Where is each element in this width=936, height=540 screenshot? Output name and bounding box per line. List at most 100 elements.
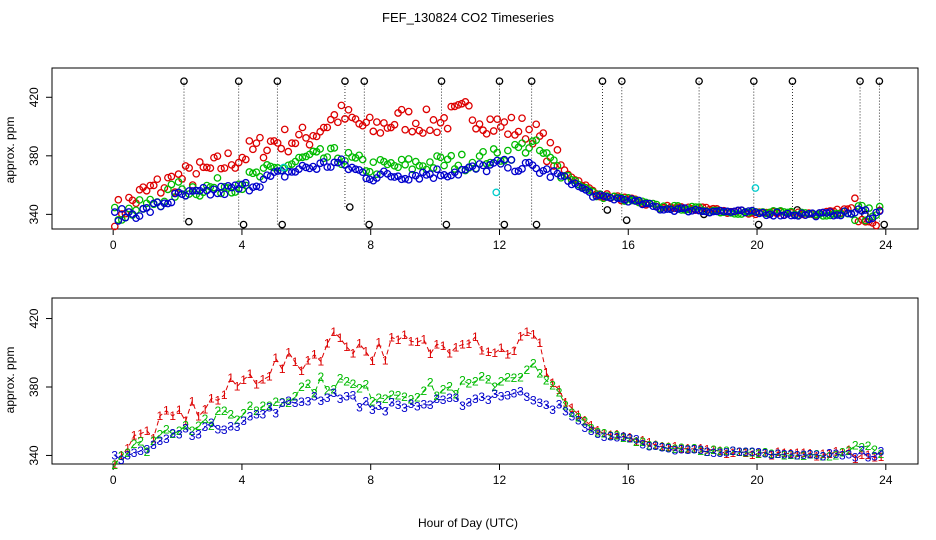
obs-point-blue bbox=[397, 175, 406, 184]
obs-point-blue bbox=[263, 171, 271, 180]
obs-point-red bbox=[514, 127, 523, 136]
series-1-label: 1 bbox=[820, 447, 827, 461]
series-3-label: 3 bbox=[195, 428, 202, 442]
obs-point-red bbox=[553, 146, 562, 154]
series-1-label: 1 bbox=[414, 335, 421, 349]
series-3-label: 3 bbox=[118, 453, 125, 467]
obs-point-cyan bbox=[279, 163, 288, 172]
obs-point-red bbox=[351, 115, 360, 123]
obs-point-green bbox=[801, 209, 810, 217]
obs-point-blue bbox=[472, 165, 480, 173]
obs-point-red bbox=[539, 129, 548, 137]
series-1-label: 1 bbox=[549, 376, 556, 390]
obs-point-blue bbox=[847, 210, 856, 218]
x-axis-label: Hour of Day (UTC) bbox=[418, 516, 518, 530]
series-3-label: 3 bbox=[652, 439, 659, 453]
series-3-label: 3 bbox=[878, 444, 885, 458]
series-3-label: 3 bbox=[240, 414, 247, 428]
obs-point-red bbox=[249, 145, 257, 154]
series-3-label: 3 bbox=[330, 386, 337, 400]
obs-point-red bbox=[475, 120, 484, 128]
obs-point-blue bbox=[801, 211, 810, 220]
top-x-tick-label: 8 bbox=[367, 238, 374, 252]
series-3-label: 3 bbox=[388, 395, 395, 409]
obs-point-red bbox=[319, 123, 328, 132]
obs-point-red bbox=[156, 189, 165, 197]
series-2-label: 2 bbox=[800, 449, 807, 463]
top-x-tick-label: 20 bbox=[750, 238, 764, 252]
obs-point-blue bbox=[192, 186, 201, 195]
series-2-label: 2 bbox=[343, 375, 350, 389]
series-2-label: 2 bbox=[478, 369, 485, 383]
obs-point-red bbox=[287, 139, 296, 147]
series-2-label: 2 bbox=[491, 380, 498, 394]
obs-point-red bbox=[486, 115, 495, 124]
top-x-tick-label: 0 bbox=[110, 238, 117, 252]
series-1-label: 1 bbox=[221, 388, 228, 402]
spike-marker-low bbox=[532, 220, 541, 229]
series-2-label: 2 bbox=[260, 399, 267, 413]
series-3-label: 3 bbox=[247, 409, 254, 423]
obs-point-blue bbox=[164, 199, 172, 208]
series-1-label: 1 bbox=[459, 338, 466, 352]
series-3-label: 3 bbox=[678, 443, 685, 457]
series-1-label: 1 bbox=[813, 450, 820, 464]
obs-point-green bbox=[486, 158, 495, 167]
obs-point-blue bbox=[585, 188, 594, 196]
series-2-label: 2 bbox=[356, 381, 363, 395]
obs-point-green bbox=[344, 148, 353, 157]
obs-point-red bbox=[195, 158, 204, 166]
series-3-label: 3 bbox=[298, 395, 305, 409]
obs-point-blue bbox=[302, 163, 310, 172]
obs-point-blue bbox=[532, 164, 541, 173]
series-3-label: 3 bbox=[839, 448, 846, 462]
series-2-label: 2 bbox=[807, 448, 814, 462]
obs-point-blue bbox=[408, 170, 417, 179]
series-3-label: 3 bbox=[794, 448, 801, 462]
obs-point-blue bbox=[206, 190, 215, 199]
series-1-label: 1 bbox=[575, 408, 582, 422]
obs-point-red bbox=[121, 209, 130, 218]
obs-point-green bbox=[319, 154, 328, 163]
obs-point-cyan bbox=[492, 188, 501, 197]
obs-point-red bbox=[450, 102, 459, 111]
series-2-label: 2 bbox=[388, 388, 395, 402]
obs-point-blue bbox=[273, 167, 282, 175]
top-panel: 0 4 8 12 16 20 24 340 380 420 approx. ppm bbox=[3, 67, 919, 252]
obs-point-red bbox=[397, 105, 406, 114]
series-2-label: 2 bbox=[337, 372, 344, 386]
series-2-label: 2 bbox=[176, 424, 183, 438]
obs-point-red bbox=[316, 127, 325, 136]
series-1-label: 1 bbox=[775, 445, 782, 459]
series-1-label: 1 bbox=[485, 345, 492, 359]
obs-point-blue bbox=[114, 216, 123, 225]
series-2-label: 2 bbox=[736, 445, 743, 459]
obs-point-red bbox=[199, 163, 208, 172]
obs-point-blue bbox=[188, 187, 197, 195]
series-1-label: 1 bbox=[169, 409, 176, 423]
obs-point-blue bbox=[833, 211, 842, 219]
series-2-label: 2 bbox=[697, 444, 704, 458]
bottom-x-tick-label: 8 bbox=[367, 473, 374, 487]
obs-point-blue bbox=[181, 191, 190, 200]
series-1-label: 1 bbox=[865, 448, 872, 462]
series-1-label: 1 bbox=[363, 345, 370, 359]
series-3-label: 3 bbox=[311, 389, 318, 403]
series-2-label: 2 bbox=[659, 440, 666, 454]
series-3-label: 3 bbox=[375, 399, 382, 413]
obs-point-blue bbox=[712, 207, 721, 216]
series-1-label: 1 bbox=[800, 446, 807, 460]
obs-point-green bbox=[539, 149, 548, 157]
obs-point-red bbox=[110, 222, 119, 231]
series-3-label: 3 bbox=[749, 445, 756, 459]
series-2-label: 2 bbox=[292, 390, 299, 404]
spike-marker-top bbox=[749, 77, 758, 86]
spike-marker-low bbox=[345, 203, 354, 211]
obs-point-red bbox=[390, 120, 399, 129]
series-3-label: 3 bbox=[511, 386, 518, 400]
obs-point-green bbox=[295, 153, 303, 162]
series-2-label: 2 bbox=[150, 434, 157, 448]
series-2-label: 2 bbox=[755, 447, 762, 461]
series-1-label: 1 bbox=[247, 367, 254, 381]
